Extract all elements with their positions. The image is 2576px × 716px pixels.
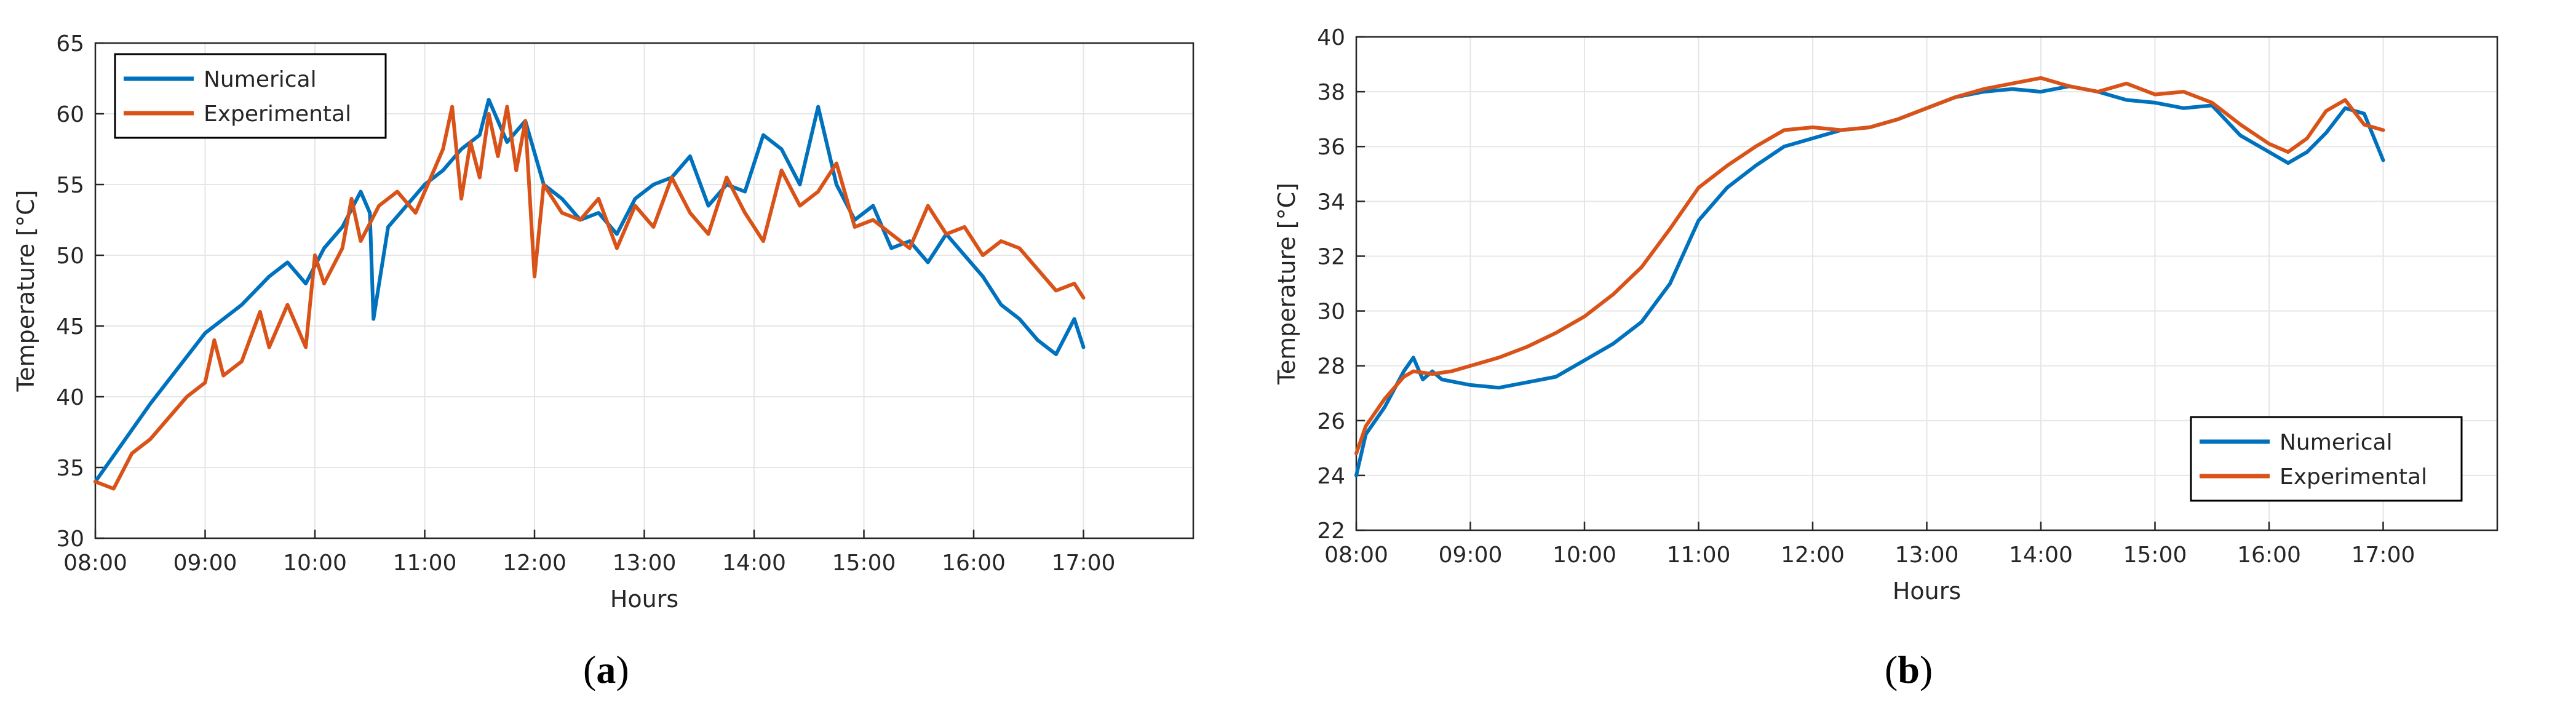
series-line-experimental <box>1354 76 2385 456</box>
x-tick-label: 13:00 <box>1895 543 1959 568</box>
y-tick-label: 40 <box>56 385 84 410</box>
y-tick-label: 34 <box>1317 189 1345 215</box>
x-tick-label: 13:00 <box>613 551 677 576</box>
series-line-experimental <box>93 105 1086 491</box>
y-tick-label: 40 <box>1317 25 1345 50</box>
panel-a-caption-letter: a <box>596 648 616 691</box>
x-tick-label: 11:00 <box>393 551 457 576</box>
y-tick-label: 65 <box>56 31 84 57</box>
y-tick-label: 60 <box>56 102 84 127</box>
x-tick-label: 15:00 <box>832 551 896 576</box>
y-axis-label: Temperature [°C] <box>12 190 39 392</box>
x-tick-label: 14:00 <box>2009 543 2073 568</box>
y-tick-label: 30 <box>56 527 84 552</box>
panel-b-caption: (b) <box>1885 647 1933 693</box>
panel-a-caption: (a) <box>583 647 629 693</box>
y-tick-label: 26 <box>1317 409 1345 434</box>
panel-b-caption-letter: b <box>1898 648 1920 691</box>
y-tick-label: 45 <box>56 314 84 340</box>
chart-a: 08:00 09:00 10:00 11:00 12:00 13:00 14:00 15:00… <box>12 31 1195 613</box>
y-tick-label: 50 <box>56 244 84 269</box>
y-tick-label: 30 <box>1317 300 1345 325</box>
legend-label-experimental: Experimental <box>2280 464 2427 490</box>
series-line-numerical <box>93 98 1086 483</box>
chart-b: 08:00 09:00 10:00 11:00 12:00 13:00 14:00 15:00… <box>1273 25 2498 605</box>
x-tick-label: 16:00 <box>2237 543 2301 568</box>
x-tick-label: 12:00 <box>503 551 566 576</box>
legend-box-a <box>114 53 387 139</box>
x-tick-label: 08:00 <box>1324 543 1388 568</box>
panel-a-caption-open: ( <box>583 648 597 691</box>
x-tick-label: 15:00 <box>2123 543 2187 568</box>
panel-b-caption-close: ) <box>1919 648 1933 691</box>
panel-b-caption-open: ( <box>1885 648 1898 691</box>
x-tick-label: 10:00 <box>283 551 347 576</box>
x-tick-label: 17:00 <box>1052 551 1116 576</box>
y-tick-label: 24 <box>1317 464 1345 489</box>
x-tick-label: 10:00 <box>1552 543 1616 568</box>
x-tick-label: 09:00 <box>173 551 237 576</box>
legend-label-numerical: Numerical <box>2280 430 2393 455</box>
x-axis-label: Hours <box>1893 578 1961 605</box>
x-tick-label: 12:00 <box>1781 543 1845 568</box>
x-tick-label: 16:00 <box>942 551 1006 576</box>
panel-a-caption-close: ) <box>616 648 629 691</box>
y-axis-label: Temperature [°C] <box>1273 183 1300 385</box>
x-axis-label: Hours <box>610 586 678 613</box>
x-tick-label: 14:00 <box>722 551 786 576</box>
legend-label-experimental: Experimental <box>204 101 351 127</box>
legend-box-b <box>2190 416 2463 502</box>
y-tick-label: 22 <box>1317 519 1345 544</box>
x-tick-label: 08:00 <box>63 551 127 576</box>
y-tick-label: 28 <box>1317 354 1345 380</box>
y-tick-label: 38 <box>1317 80 1345 105</box>
x-tick-label: 09:00 <box>1439 543 1503 568</box>
x-tick-label: 11:00 <box>1667 543 1731 568</box>
y-tick-label: 35 <box>56 456 84 481</box>
y-tick-label: 36 <box>1317 135 1345 160</box>
y-tick-label: 55 <box>56 173 84 198</box>
x-tick-label: 17:00 <box>2351 543 2415 568</box>
y-tick-label: 32 <box>1317 244 1345 269</box>
legend-label-numerical: Numerical <box>204 67 317 92</box>
